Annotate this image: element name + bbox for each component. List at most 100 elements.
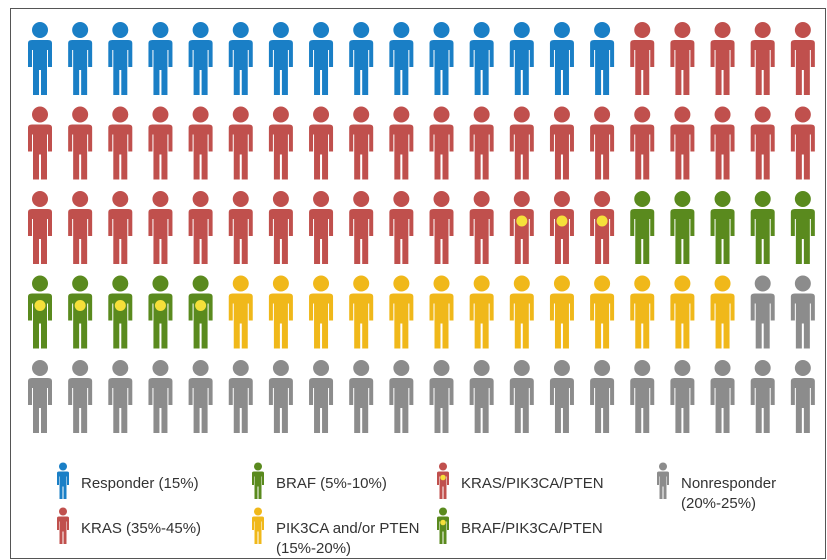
- icon-head: [594, 275, 611, 292]
- icon-body: [549, 40, 574, 95]
- icon-body: [790, 40, 815, 95]
- person-icon: [630, 360, 655, 433]
- person-icon: [188, 106, 213, 180]
- person-icon: [710, 360, 735, 433]
- person-icon: [309, 22, 334, 95]
- icon-body: [670, 378, 695, 433]
- person-icon: [710, 22, 735, 95]
- icon-head: [553, 275, 570, 292]
- person-icon: [148, 191, 173, 264]
- person-icon: [630, 191, 655, 264]
- person-icon: [429, 191, 454, 264]
- icon-dot: [114, 300, 126, 311]
- icon-body: [750, 40, 775, 95]
- person-icon: [68, 106, 93, 180]
- icon-head: [473, 275, 490, 292]
- person-icon: [630, 275, 655, 349]
- person-icon: [228, 360, 253, 433]
- icon-head: [112, 275, 129, 292]
- person-icon: [309, 360, 334, 433]
- icon-head: [192, 22, 209, 38]
- icon-head: [794, 191, 811, 207]
- icon-body: [28, 378, 52, 433]
- icon-head: [473, 191, 490, 207]
- icon-head: [72, 22, 89, 38]
- person-icon: [108, 191, 133, 264]
- icon-body: [710, 124, 735, 180]
- person-icon: [309, 106, 334, 180]
- icon-head: [393, 360, 410, 376]
- person-icon: [68, 275, 93, 349]
- icon-body: [549, 209, 574, 264]
- icon-head: [794, 360, 811, 376]
- icon-body: [228, 209, 253, 264]
- icon-head: [72, 275, 89, 292]
- person-icon: [389, 360, 414, 433]
- icon-body: [228, 124, 253, 180]
- icon-head: [634, 360, 651, 376]
- person-icon: [790, 275, 815, 349]
- person-icon: [252, 507, 264, 544]
- person-icon: [188, 360, 213, 433]
- person-icon: [28, 275, 52, 349]
- icon-head: [152, 22, 169, 38]
- person-icon: [790, 191, 815, 264]
- icon-body: [389, 209, 414, 264]
- icon-body: [710, 378, 735, 433]
- person-icon: [108, 22, 133, 95]
- icon-body: [228, 40, 253, 95]
- icon-head: [112, 360, 129, 376]
- icon-head: [473, 22, 490, 38]
- person-icon: [549, 106, 574, 180]
- person-icon: [188, 22, 213, 95]
- person-icon: [670, 191, 695, 264]
- icon-body: [188, 40, 213, 95]
- person-icon: [630, 106, 655, 180]
- legend-label: BRAF/PIK3CA/PTEN: [461, 520, 603, 537]
- icon-dot: [440, 474, 446, 481]
- icon-head: [794, 275, 811, 292]
- person-icon: [268, 191, 293, 264]
- person-icon: [790, 22, 815, 95]
- person-icon: [509, 106, 534, 180]
- person-icon: [68, 360, 93, 433]
- icon-head: [272, 275, 289, 292]
- person-icon: [469, 191, 494, 264]
- legend-label: PIK3CA and/or PTEN (15%-20%): [276, 520, 420, 557]
- icon-body: [710, 40, 735, 95]
- icon-body: [349, 124, 374, 180]
- icon-head: [72, 360, 89, 376]
- icon-body: [389, 293, 414, 349]
- icon-body: [108, 209, 133, 264]
- icon-body: [57, 471, 69, 499]
- icon-body: [389, 124, 414, 180]
- person-icon: [670, 275, 695, 349]
- icon-body: [630, 40, 655, 95]
- icon-body: [28, 124, 52, 180]
- icon-head: [659, 462, 667, 471]
- icon-head: [254, 462, 262, 471]
- person-icon: [389, 106, 414, 180]
- person-icon: [68, 191, 93, 264]
- person-icon: [68, 22, 93, 95]
- icon-head: [634, 22, 651, 38]
- icon-body: [28, 40, 52, 95]
- icon-head: [313, 191, 330, 207]
- person-icon: [349, 22, 374, 95]
- icon-head: [32, 191, 48, 207]
- person-icon: [469, 22, 494, 95]
- person-icon: [710, 106, 735, 180]
- icon-head: [32, 360, 48, 376]
- icon-head: [794, 106, 811, 123]
- person-icon: [790, 360, 815, 433]
- icon-head: [254, 507, 262, 516]
- person-icon: [509, 360, 534, 433]
- icon-head: [232, 275, 249, 292]
- person-icon: [228, 191, 253, 264]
- person-icon: [590, 106, 615, 180]
- person-icon: [228, 22, 253, 95]
- icon-body: [549, 378, 574, 433]
- icon-body: [309, 293, 334, 349]
- icon-body: [790, 293, 815, 349]
- icon-head: [594, 22, 611, 38]
